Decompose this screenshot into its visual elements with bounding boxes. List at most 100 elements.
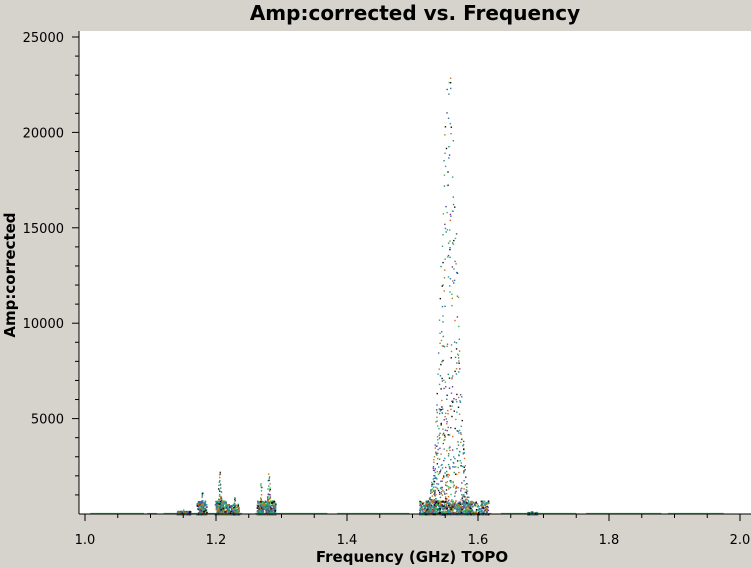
data-point xyxy=(433,500,436,503)
data-point xyxy=(439,513,441,516)
data-point xyxy=(449,122,452,125)
data-point xyxy=(436,500,438,502)
data-point xyxy=(217,507,219,509)
data-point xyxy=(274,512,277,515)
data-point xyxy=(220,508,222,511)
data-point xyxy=(419,502,421,505)
data-point xyxy=(216,510,218,512)
data-point xyxy=(455,500,457,502)
data-point xyxy=(446,88,448,91)
data-point xyxy=(224,500,226,503)
data-point xyxy=(259,505,261,507)
data-point xyxy=(440,464,442,467)
data-point xyxy=(260,502,262,505)
data-point xyxy=(482,512,485,515)
data-point xyxy=(444,506,446,509)
data-point xyxy=(441,380,444,382)
data-point xyxy=(444,511,447,513)
data-point xyxy=(467,503,469,506)
data-point xyxy=(459,450,461,453)
data-point xyxy=(228,511,231,513)
data-point xyxy=(455,233,458,235)
data-point xyxy=(230,507,232,509)
data-point xyxy=(261,508,264,511)
data-point xyxy=(472,505,474,508)
data-point xyxy=(429,498,431,501)
data-point xyxy=(471,513,474,516)
data-point xyxy=(262,508,265,510)
data-point xyxy=(443,503,446,505)
data-point xyxy=(204,508,206,511)
data-point xyxy=(445,508,447,511)
data-point xyxy=(480,509,483,512)
data-point xyxy=(228,513,231,516)
data-point xyxy=(442,508,445,510)
data-point xyxy=(201,493,204,496)
data-point xyxy=(439,496,442,499)
data-point xyxy=(438,493,441,495)
data-point xyxy=(449,512,452,514)
data-point xyxy=(452,500,454,503)
data-point xyxy=(443,459,445,462)
data-point xyxy=(462,452,464,454)
data-point xyxy=(434,512,437,515)
data-point xyxy=(456,411,458,413)
data-point xyxy=(452,243,455,245)
data-point xyxy=(431,499,433,501)
data-point xyxy=(444,126,447,128)
data-point xyxy=(451,293,453,295)
data-point xyxy=(440,409,442,411)
data-point xyxy=(223,509,225,512)
data-point xyxy=(217,504,219,506)
data-point xyxy=(267,502,270,505)
data-point xyxy=(446,498,448,500)
data-point xyxy=(441,245,444,248)
data-point xyxy=(451,400,453,403)
data-point xyxy=(448,387,451,389)
data-point xyxy=(436,436,439,438)
x-tick-label: 1.4 xyxy=(337,533,358,548)
data-point xyxy=(454,427,456,430)
data-point xyxy=(484,509,486,512)
data-point xyxy=(456,460,459,462)
data-point xyxy=(429,502,431,505)
data-point xyxy=(455,466,457,468)
data-point xyxy=(446,481,448,483)
data-point xyxy=(448,453,450,455)
data-point xyxy=(455,487,457,489)
data-point xyxy=(436,416,438,419)
data-point xyxy=(188,511,191,513)
data-point xyxy=(454,473,457,475)
data-point xyxy=(441,510,444,513)
data-point xyxy=(258,508,261,511)
data-point xyxy=(218,489,221,491)
data-point xyxy=(427,504,429,507)
data-point xyxy=(454,260,456,263)
data-point xyxy=(261,505,263,508)
data-point xyxy=(204,509,207,512)
data-point xyxy=(444,152,446,154)
data-point xyxy=(266,510,269,513)
data-point xyxy=(467,504,470,507)
data-point xyxy=(197,503,200,506)
data-point xyxy=(271,508,274,510)
data-point xyxy=(434,468,436,470)
data-point xyxy=(450,133,452,135)
data-point xyxy=(466,505,469,508)
data-point xyxy=(430,504,433,507)
data-point xyxy=(434,508,437,511)
data-point xyxy=(436,392,438,395)
data-point xyxy=(269,512,272,514)
data-point xyxy=(203,511,206,513)
data-point xyxy=(446,423,448,425)
data-point xyxy=(452,280,454,282)
data-point xyxy=(441,488,443,491)
data-point xyxy=(427,503,429,506)
data-point xyxy=(442,489,444,492)
data-point xyxy=(459,368,461,370)
data-point xyxy=(462,443,465,446)
y-tick-label: 10000 xyxy=(23,317,64,332)
data-point xyxy=(440,491,443,493)
data-point xyxy=(256,507,259,509)
data-point xyxy=(453,506,455,508)
